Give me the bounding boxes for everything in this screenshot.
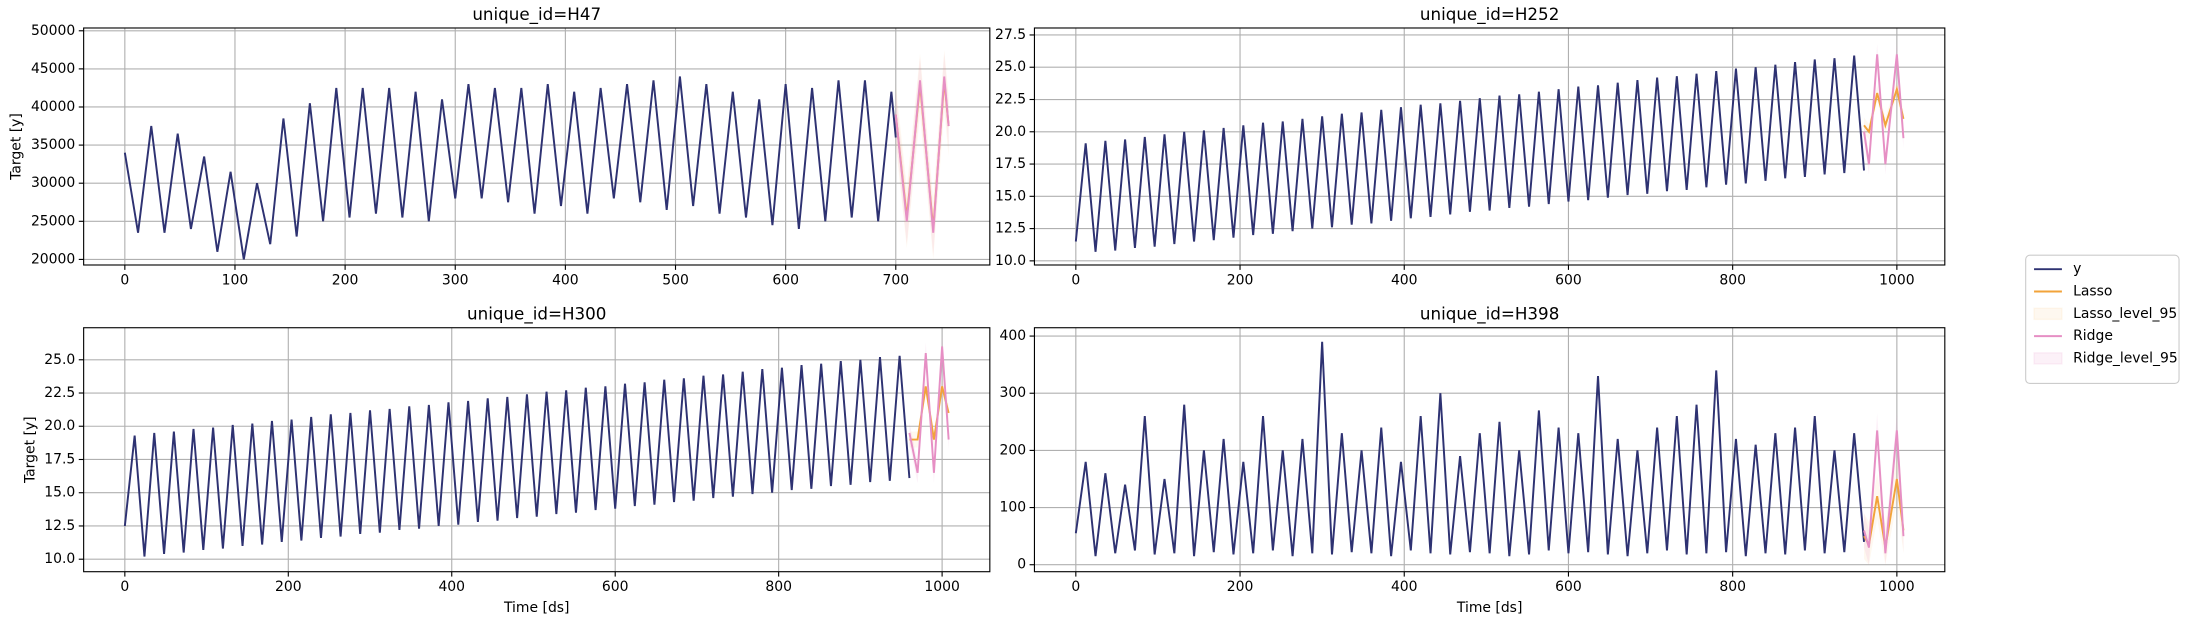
- y-tick-label: 17.5: [44, 451, 75, 467]
- y-tick-label: 45000: [31, 61, 75, 77]
- x-tick-label: 400: [438, 579, 465, 595]
- legend-frame: [2025, 254, 2180, 385]
- series-line: y: [1074, 341, 1865, 557]
- y-tick-label: 50000: [31, 23, 75, 39]
- x-tick-label: 800: [765, 579, 792, 595]
- y-tick-label: 27.5: [995, 27, 1026, 43]
- x-tick-label: 400: [1391, 579, 1418, 595]
- y-tick-label: 15.0: [44, 485, 75, 501]
- legend-label: Lasso_level_95: [2073, 306, 2177, 322]
- x-tick-label: 500: [662, 272, 689, 288]
- y-tick-label: 10.0: [44, 551, 75, 567]
- series-line: Ridge: [1863, 430, 1905, 554]
- x-tick-label: 1000: [1879, 272, 1914, 288]
- subplot-title: unique_id=H47: [472, 4, 601, 25]
- axes-frame: [1033, 27, 1946, 266]
- legend-label: Lasso: [2073, 283, 2112, 299]
- y-tick-label: 10.0: [995, 253, 1026, 269]
- confidence-band: Lasso_level_95: [895, 49, 949, 260]
- x-tick-label: 1000: [924, 579, 959, 595]
- x-tick-label: 700: [882, 272, 909, 288]
- legend-swatch: [2033, 307, 2063, 321]
- x-tick-label: 400: [1391, 272, 1418, 288]
- y-tick-label: 35000: [31, 137, 75, 153]
- series-line: Ridge: [908, 346, 950, 473]
- y-tick-label: 22.5: [44, 385, 75, 401]
- x-tick-label: 400: [552, 272, 579, 288]
- y-tick-label: 22.5: [995, 92, 1026, 108]
- y-tick-label: 25000: [31, 213, 75, 229]
- x-tick-label: 200: [332, 272, 359, 288]
- x-tick-label: 0: [120, 579, 129, 595]
- x-tick-label: 100: [222, 272, 249, 288]
- x-axis-label: Time [ds]: [503, 600, 570, 616]
- x-tick-label: 200: [275, 579, 302, 595]
- y-tick-label: 12.5: [995, 221, 1026, 237]
- axes-frame: [83, 327, 991, 573]
- confidence-band: Lasso_level_95: [1864, 81, 1904, 140]
- confidence-band: Ridge_level_95: [1864, 413, 1904, 565]
- y-tick-label: 0: [1017, 557, 1026, 573]
- subplot: 0 200 400 600 800 1000 10.0 12.5 15.0 17.5 20.0 22.…: [995, 4, 1946, 288]
- legend-label: y: [2073, 261, 2081, 277]
- legend-label: Ridge: [2073, 328, 2113, 344]
- y-tick-label: 20000: [31, 251, 75, 267]
- axes-frame: [83, 27, 991, 266]
- x-tick-label: 1000: [1879, 579, 1914, 595]
- y-tick-label: 25.0: [995, 59, 1026, 75]
- y-tick-label: 15.0: [995, 188, 1026, 204]
- x-tick-label: 0: [1071, 579, 1080, 595]
- series-line: y: [123, 355, 911, 557]
- legend: y Lasso Lasso_level_95 Ridge Ridge_level_95: [2025, 254, 2180, 385]
- y-tick-label: 100: [999, 500, 1026, 516]
- subplot-title: unique_id=H398: [1420, 304, 1559, 325]
- x-tick-label: 600: [772, 272, 799, 288]
- y-tick-label: 40000: [31, 99, 75, 115]
- series-line: y: [123, 76, 897, 260]
- confidence-band: Lasso_level_95: [1864, 456, 1904, 565]
- y-tick-label: 20.0: [44, 418, 75, 434]
- legend-swatch: [2033, 352, 2063, 365]
- x-tick-label: 200: [1227, 272, 1254, 288]
- y-axis-label: Target [y]: [23, 416, 39, 484]
- subplot-title: unique_id=H252: [1420, 4, 1559, 25]
- subplot-title: unique_id=H300: [467, 304, 606, 325]
- series-line: y: [1074, 55, 1865, 252]
- axes-frame: [1033, 327, 1946, 573]
- x-tick-label: 300: [442, 272, 469, 288]
- y-tick-label: 30000: [31, 175, 75, 191]
- x-tick-label: 600: [1555, 579, 1582, 595]
- x-tick-label: 0: [1071, 272, 1080, 288]
- y-tick-label: 17.5: [995, 156, 1026, 172]
- y-tick-label: 300: [999, 385, 1026, 401]
- series-line: Ridge: [894, 76, 950, 233]
- y-axis-label: Target [y]: [9, 113, 25, 181]
- x-tick-label: 800: [1719, 579, 1746, 595]
- x-tick-label: 800: [1719, 272, 1746, 288]
- subplot: 0 200 400 600 800 1000 0 100 200 300 400 Lasso_leve…: [999, 304, 1946, 616]
- series-line: Ridge: [1863, 54, 1905, 165]
- x-tick-label: 0: [120, 272, 129, 288]
- x-tick-label: 600: [1555, 272, 1582, 288]
- subplot: 0 200 400 600 800 1000 10.0 12.5 15.0 17.5 20.0 22.…: [23, 304, 991, 616]
- y-tick-label: 400: [999, 328, 1026, 344]
- y-tick-label: 25.0: [44, 352, 75, 368]
- x-tick-label: 600: [602, 579, 629, 595]
- y-tick-label: 20.0: [995, 124, 1026, 140]
- legend-label: Ridge_level_95: [2073, 350, 2178, 366]
- y-tick-label: 200: [999, 442, 1026, 458]
- x-tick-label: 200: [1227, 579, 1254, 595]
- x-axis-label: Time [ds]: [1456, 600, 1523, 616]
- subplot: 0 100 200 300 400 500 600 700 20000 25000 30000 350…: [9, 4, 991, 288]
- y-tick-label: 12.5: [44, 518, 75, 534]
